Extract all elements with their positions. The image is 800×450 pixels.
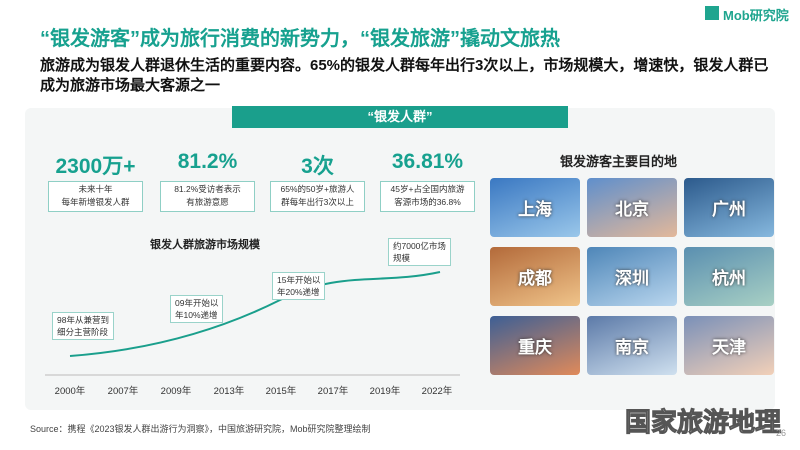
stat-box: 45岁+占全国内旅游 客源市场的36.8% (380, 181, 475, 212)
year-label: 2007年 (107, 386, 139, 397)
callout-text: 15年开始以 (277, 275, 321, 285)
stat-text: 未来十年 (78, 184, 113, 194)
year-label: 2000年 (54, 386, 86, 397)
stat-text: 81.2%受访者表示 (174, 184, 241, 194)
city-tile: 深圳 (587, 247, 677, 306)
stat-value: 3次 (301, 155, 334, 178)
city-name: 成都 (518, 269, 552, 288)
callout: 约7000亿市场 规模 (388, 238, 451, 266)
city-name: 南京 (615, 338, 649, 357)
city-tile: 成都 (490, 247, 580, 306)
stat-text: 每年新增银发人群 (61, 197, 130, 207)
logo: Mob研究院 (723, 8, 789, 23)
stat-text: 群每年出行3次以上 (281, 197, 354, 207)
stat-value: 81.2% (177, 150, 238, 173)
source: Source：携程《2023银发人群出游行为洞察》，中国旅游研究院，Mob研究院… (30, 424, 371, 434)
stat-text: 45岁+占全国内旅游 (390, 184, 465, 194)
city-name: 北京 (615, 200, 649, 219)
growth-curve (69, 271, 441, 357)
section-tab: “银发人群” (232, 106, 568, 128)
city-tile: 重庆 (490, 316, 580, 375)
year-label: 2013年 (213, 386, 245, 397)
city-name: 天津 (712, 338, 746, 357)
city-tile: 南京 (587, 316, 677, 375)
callout-text: 年10%递增 (175, 310, 218, 320)
callout-text: 规模 (393, 253, 411, 263)
callout: 98年从兼营到 细分主营阶段 (52, 312, 114, 340)
callout-text: 98年从兼营到 (57, 315, 109, 325)
destinations-title: 银发游客主要目的地 (560, 154, 678, 169)
subtitle: 旅游成为银发人群退休生活的重要内容。65%的银发人群每年出行3次以上，市场规模大… (40, 57, 769, 94)
stat-text: 客源市场的36.8% (394, 197, 461, 207)
year-label: 2015年 (265, 386, 297, 397)
callout-text: 年20%递增 (277, 287, 320, 297)
city-name: 重庆 (518, 338, 552, 357)
callout: 15年开始以 年20%递增 (272, 272, 326, 300)
city-name: 深圳 (615, 269, 649, 288)
city-name: 杭州 (712, 269, 746, 288)
logo-icon (705, 6, 719, 20)
stat-box: 65%的50岁+旅游人 群每年出行3次以上 (270, 181, 365, 212)
stat-value: 2300万+ (55, 155, 136, 178)
stat-value: 36.81% (391, 150, 464, 173)
year-label: 2019年 (369, 386, 401, 397)
city-tile: 上海 (490, 178, 580, 237)
page-number: 26 (776, 428, 787, 438)
callout-text: 约7000亿市场 (393, 241, 446, 251)
city-tile: 北京 (587, 178, 677, 237)
city-name: 上海 (518, 200, 552, 219)
stat-text: 65%的50岁+旅游人 (280, 184, 355, 194)
title: “银发游客”成为旅行消费的新势力，“银发旅游”撬动文旅热 (40, 28, 560, 50)
city-tile: 天津 (684, 316, 774, 375)
year-label: 2017年 (317, 386, 349, 397)
watermark: 国家旅游地理 (624, 408, 782, 438)
stat-box: 81.2%受访者表示 有旅游意愿 (160, 181, 255, 212)
callout-text: 09年开始以 (175, 298, 219, 308)
chart-title: 银发人群旅游市场规模 (150, 239, 260, 251)
year-label: 2022年 (421, 386, 453, 397)
city-tile: 杭州 (684, 247, 774, 306)
callout: 09年开始以 年10%递增 (170, 295, 224, 323)
stat-box: 未来十年每年新增银发人群 (48, 181, 143, 212)
callout-text: 细分主营阶段 (57, 327, 109, 337)
city-name: 广州 (712, 200, 746, 219)
city-tile: 广州 (684, 178, 774, 237)
stat-text: 有旅游意愿 (186, 197, 229, 207)
year-label: 2009年 (160, 386, 192, 397)
